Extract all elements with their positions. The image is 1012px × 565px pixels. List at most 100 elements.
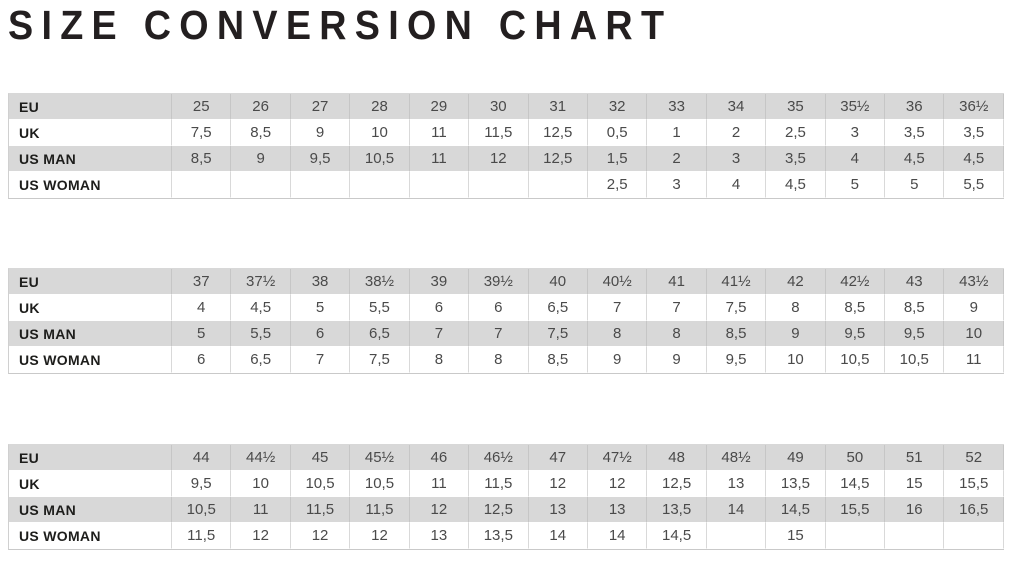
size-cell: 11,5 (172, 523, 232, 549)
size-cell: 12 (469, 146, 529, 172)
size-cell: 5,5 (350, 295, 410, 321)
size-cell: 14,5 (825, 471, 886, 497)
size-cell: 9 (290, 120, 351, 146)
table-row-us-woman: US WOMAN 11,5 12 12 12 13 13,5 14 14 14,5 15 (9, 523, 1004, 549)
size-cell: 14,5 (647, 523, 707, 549)
row-label: EU (9, 269, 172, 295)
size-cell: 5 (825, 172, 886, 198)
size-cell: 12,5 (647, 471, 707, 497)
size-cell: 25 (172, 94, 232, 120)
size-cell: 13 (706, 471, 767, 497)
size-cell: 46½ (469, 445, 529, 471)
size-cell: 52 (944, 445, 1004, 471)
size-cell: 10 (766, 347, 826, 373)
size-cell: 3,5 (885, 120, 945, 146)
size-cell: 50 (825, 445, 886, 471)
size-cell: 14 (528, 523, 588, 549)
size-cell: 9,5 (706, 347, 767, 373)
size-cell: 4 (825, 146, 886, 172)
size-cell: 49 (766, 445, 826, 471)
size-cell: 9,5 (885, 321, 945, 347)
size-cell: 5,5 (231, 321, 291, 347)
size-cell: 15,5 (825, 497, 886, 523)
size-cell: 26 (231, 94, 291, 120)
size-cell: 10,5 (290, 471, 351, 497)
size-table-eu-37-43: EU 37 37½ 38 38½ 39 39½ 40 40½ 41 41½ 42 42½ 43 43½ UK 4… (8, 268, 1004, 374)
size-cell: 9,5 (825, 321, 886, 347)
size-cell: 42 (766, 269, 826, 295)
size-cell: 7,5 (528, 321, 588, 347)
size-cell: 3,5 (766, 146, 826, 172)
size-cell: 9 (766, 321, 826, 347)
size-cell: 44 (172, 445, 232, 471)
row-label: US MAN (9, 497, 172, 523)
size-cell: 16 (885, 497, 945, 523)
table-row-eu: EU 44 44½ 45 45½ 46 46½ 47 47½ 48 48½ 49 50 51 52 (9, 445, 1004, 471)
size-cell: 30 (469, 94, 529, 120)
size-cell: 11 (231, 497, 291, 523)
size-cell: 27 (290, 94, 351, 120)
size-cell: 48 (647, 445, 707, 471)
size-cell: 7,5 (350, 347, 410, 373)
size-cell: 8 (647, 321, 707, 347)
size-cell: 13 (528, 497, 588, 523)
size-cell: 10,5 (350, 471, 410, 497)
size-cell: 42½ (825, 269, 886, 295)
size-cell: 10,5 (172, 497, 232, 523)
size-cell: 12 (231, 523, 291, 549)
size-cell: 3,5 (944, 120, 1004, 146)
size-cell: 8,5 (528, 347, 588, 373)
size-cell (290, 172, 351, 198)
size-cell (944, 523, 1004, 549)
size-cell: 6,5 (528, 295, 588, 321)
size-cell: 8,5 (172, 146, 232, 172)
size-cell: 4,5 (766, 172, 826, 198)
size-cell: 10,5 (825, 347, 886, 373)
size-cell: 4,5 (885, 146, 945, 172)
size-cell: 36 (885, 94, 945, 120)
size-cell: 11 (409, 471, 470, 497)
size-cell: 11,5 (469, 120, 529, 146)
table-row-us-man: US MAN 10,5 11 11,5 11,5 12 12,5 13 13 13,5 14 14,5… (9, 497, 1004, 523)
size-cell: 4,5 (231, 295, 291, 321)
size-cell: 35 (766, 94, 826, 120)
size-cell: 14,5 (766, 497, 826, 523)
size-cell: 12 (528, 471, 588, 497)
page-title: SIZE CONVERSION CHART (8, 2, 673, 48)
table-row-eu: EU 25 26 27 28 29 30 31 32 33 34 35 35½ 36 36½ (9, 94, 1004, 120)
size-cell: 37 (172, 269, 232, 295)
size-cell: 7 (587, 295, 648, 321)
size-cell: 32 (587, 94, 648, 120)
size-cell: 7,5 (172, 120, 232, 146)
size-cell: 47 (528, 445, 588, 471)
size-cell: 9 (231, 146, 291, 172)
size-cell (409, 172, 470, 198)
size-cell: 9,5 (172, 471, 232, 497)
size-cell: 5 (885, 172, 945, 198)
size-cell: 43 (885, 269, 945, 295)
size-cell: 46 (409, 445, 470, 471)
size-cell: 13 (587, 497, 648, 523)
size-cell: 43½ (944, 269, 1004, 295)
table-row-uk: UK 7,5 8,5 9 10 11 11,5 12,5 0,5 1 2 2,5 3 3,5 3,5 (9, 120, 1004, 146)
size-cell: 8,5 (825, 295, 886, 321)
size-cell: 1,5 (587, 146, 648, 172)
size-cell: 12 (350, 523, 410, 549)
size-cell: 6 (409, 295, 470, 321)
size-cell: 7 (290, 347, 351, 373)
size-cell: 11 (409, 146, 470, 172)
size-cell: 6 (290, 321, 351, 347)
size-cell (469, 172, 529, 198)
size-cell: 51 (885, 445, 945, 471)
size-cell: 10 (350, 120, 410, 146)
size-cell: 15 (766, 523, 826, 549)
size-cell: 11,5 (290, 497, 351, 523)
size-cell: 8 (766, 295, 826, 321)
size-cell: 15 (885, 471, 945, 497)
size-cell: 37½ (231, 269, 291, 295)
size-cell: 13 (409, 523, 470, 549)
row-label: US MAN (9, 321, 172, 347)
size-cell: 31 (528, 94, 588, 120)
row-label: UK (9, 471, 172, 497)
size-cell: 12 (290, 523, 351, 549)
